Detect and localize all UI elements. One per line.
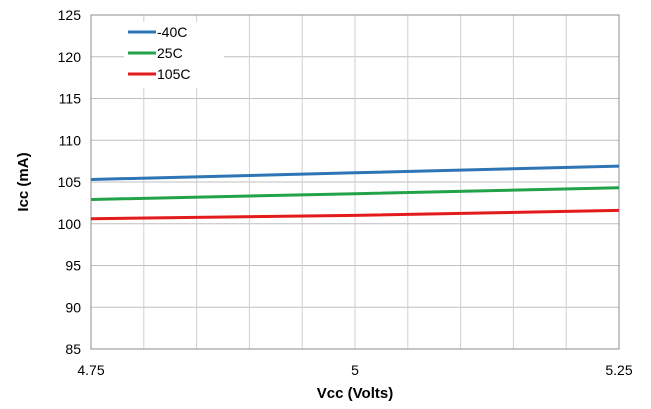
x-tick-labels: 4.75 5 5.25: [77, 362, 632, 378]
legend-label: -40C: [157, 24, 187, 40]
series-line--40C: [90, 164, 620, 181]
series-line-105C: [90, 208, 620, 221]
y-tick-label: 105: [58, 174, 82, 190]
y-axis-title: Icc (mA): [15, 152, 32, 211]
y-tick-label: 85: [65, 341, 81, 357]
plot-area-border: [90, 14, 620, 350]
x-tick-label: 5.25: [605, 362, 632, 378]
x-tick-label: 4.75: [77, 362, 104, 378]
y-tick-label: 115: [59, 91, 82, 107]
legend-label: 105C: [157, 66, 190, 82]
series-lines: [90, 164, 620, 221]
y-tick-label: 110: [59, 132, 82, 148]
y-tick-label: 125: [58, 7, 82, 23]
x-axis-title: Vcc (Volts): [317, 385, 393, 402]
y-tick-label: 95: [65, 258, 81, 274]
legend-label: 25C: [157, 45, 183, 61]
y-tick-label: 100: [58, 216, 82, 232]
x-tick-label: 5: [351, 362, 359, 378]
y-tick-label: 90: [65, 299, 81, 315]
y-tick-label: 120: [58, 49, 82, 65]
y-tick-labels: 85 90 95 100 105 110 115 120 125: [58, 7, 82, 357]
series-line-25C: [90, 186, 620, 201]
legend: -40C 25C 105C: [124, 22, 224, 88]
